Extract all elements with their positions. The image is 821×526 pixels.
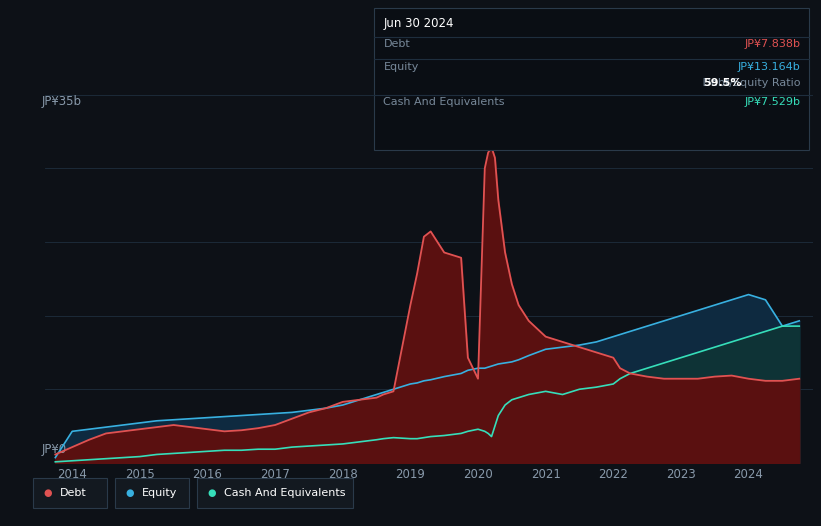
- Text: JP¥7.838b: JP¥7.838b: [745, 39, 800, 49]
- Text: 59.5%: 59.5%: [704, 78, 742, 88]
- Text: JP¥7.529b: JP¥7.529b: [745, 97, 800, 107]
- Text: JP¥0: JP¥0: [41, 442, 67, 456]
- Text: JP¥35b: JP¥35b: [41, 95, 81, 108]
- Text: Equity: Equity: [383, 62, 419, 72]
- Text: Debt: Debt: [383, 39, 410, 49]
- Text: JP¥13.164b: JP¥13.164b: [738, 62, 800, 72]
- Text: Cash And Equivalents: Cash And Equivalents: [383, 97, 505, 107]
- Text: Debt: Debt: [60, 488, 87, 499]
- Text: Debt/Equity Ratio: Debt/Equity Ratio: [699, 78, 800, 88]
- Text: Equity: Equity: [142, 488, 177, 499]
- Text: ●: ●: [208, 488, 216, 499]
- Text: Cash And Equivalents: Cash And Equivalents: [224, 488, 346, 499]
- Text: ●: ●: [126, 488, 134, 499]
- Text: ●: ●: [44, 488, 52, 499]
- Text: Jun 30 2024: Jun 30 2024: [383, 17, 454, 31]
